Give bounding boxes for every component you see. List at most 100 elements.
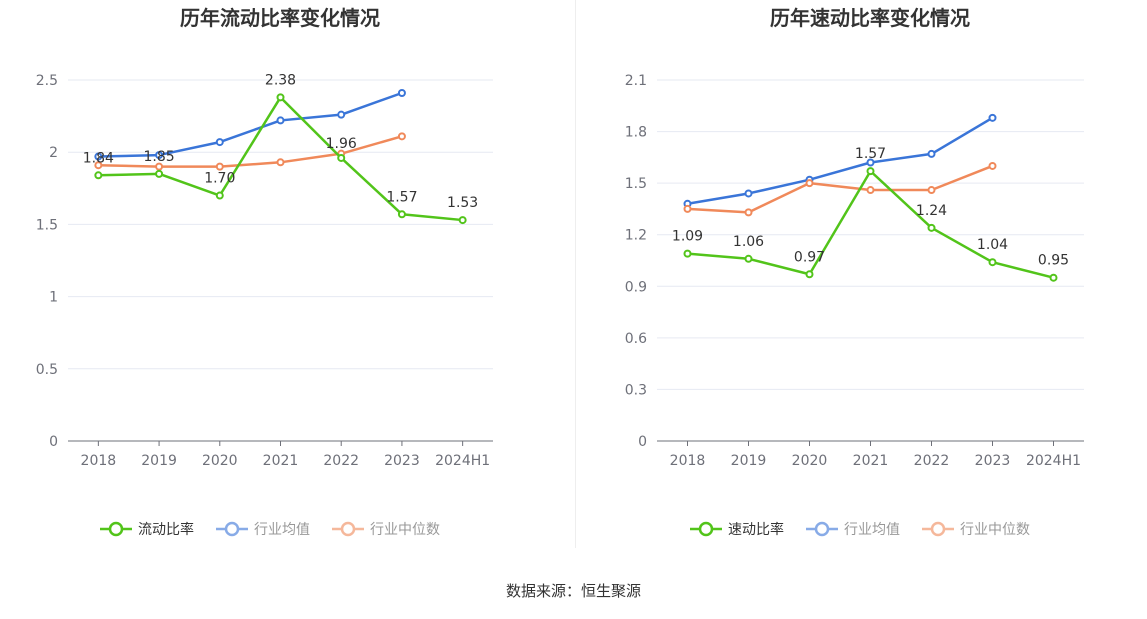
legend-label: 行业中位数 [960,522,1030,538]
chart-2: 历年速动比率变化情况 0 0.3 0.6 0.9 1.2 1.5 1.8 2.1 2018 2019… [625,6,1084,538]
data-point [744,189,753,198]
data-point [744,208,753,217]
data-point [397,132,406,141]
data-point [683,249,692,258]
data-point [1049,273,1058,282]
y-tick-label: 0 [49,434,58,450]
series-line-3 [687,164,993,214]
y-tick-label: 0.9 [625,279,647,295]
data-point [337,110,346,119]
data-point [988,258,997,267]
data-point [94,161,103,170]
data-point [276,116,285,125]
data-point [215,162,224,171]
y-tick-label: 1.5 [36,217,58,233]
y-tick-label: 1.8 [625,125,647,141]
legend-item-2: 行业均值 [806,521,900,538]
x-tick-label: 2019 [141,453,177,469]
series-line-2 [98,91,403,158]
legend-item-2: 行业均值 [216,521,310,538]
panel-divider [575,0,576,548]
data-label: 2.38 [265,72,296,88]
x-tick-label: 2021 [263,453,299,469]
x-tick-label: 2019 [731,453,767,469]
data-point [805,179,814,188]
legend-label: 行业均值 [844,522,900,538]
series-line-3 [98,135,403,168]
legend-label: 速动比率 [728,521,784,538]
y-tick-label: 1.2 [625,228,647,244]
legend-marker [340,521,356,537]
x-tick-label: 2022 [323,453,359,469]
data-point [94,152,103,161]
legend-marker [108,521,124,537]
x-tick-label: 2022 [914,453,950,469]
x-tick-label: 2018 [81,453,117,469]
data-point [927,223,936,232]
legend-label: 行业中位数 [370,522,440,538]
chart-title: 历年速动比率变化情况 [770,6,970,30]
x-tick-label: 2023 [384,453,420,469]
x-tick-label: 2020 [202,453,238,469]
x-tick-label: 2018 [670,453,706,469]
data-point [94,171,103,180]
data-label: 1.96 [326,136,357,152]
y-tick-label: 2.5 [36,73,58,89]
data-point [337,153,346,162]
legend-marker [930,521,946,537]
source-note: 数据来源：恒生聚源 [505,582,641,600]
data-label: 1.57 [855,146,886,162]
data-point [155,169,164,178]
data-point [866,186,875,195]
data-label: 1.85 [143,149,174,165]
data-point [215,191,224,200]
data-label: 0.97 [794,249,825,265]
legend-label: 流动比率 [138,521,194,538]
y-tick-label: 2.1 [625,73,647,89]
data-label: 1.09 [672,229,703,245]
legend-item-1: 速动比率 [690,521,784,538]
data-label: 1.57 [386,189,417,205]
x-tick-label: 2020 [792,453,828,469]
data-label: 1.84 [83,150,114,166]
x-tick-label: 2024H1 [1026,453,1081,469]
data-point [927,149,936,158]
y-tick-label: 1.5 [625,176,647,192]
data-point [215,138,224,147]
chart-1: 历年流动比率变化情况 0 0.5 1 1.5 2 2.5 2018 2019 2020 2021 20… [36,6,493,538]
legend-item-3: 行业中位数 [922,521,1030,538]
legend-marker [224,521,240,537]
data-point [155,162,164,171]
y-tick-label: 0.6 [625,331,647,347]
data-point [683,204,692,213]
legend-marker [814,521,830,537]
data-point [276,93,285,102]
data-point [927,186,936,195]
legend-label: 行业均值 [254,522,310,538]
legend-item-1: 流动比率 [100,521,194,538]
data-point [866,167,875,176]
data-label: 0.95 [1038,253,1069,269]
data-point [988,113,997,122]
data-point [397,210,406,219]
x-tick-label: 2023 [975,453,1011,469]
legend-item-3: 行业中位数 [332,521,440,538]
series-line-2 [687,116,994,206]
data-label: 1.06 [733,234,764,250]
data-point [744,254,753,263]
data-point [155,151,164,160]
data-label: 1.53 [447,195,478,211]
x-tick-label: 2024H1 [435,453,490,469]
chart-title: 历年流动比率变化情况 [180,6,380,30]
data-point [866,158,875,167]
legend-marker [698,521,714,537]
x-tick-label: 2021 [853,453,889,469]
data-point [805,270,814,279]
y-tick-label: 0.5 [36,362,58,378]
data-label: 1.04 [977,237,1008,253]
y-tick-label: 0 [638,434,647,450]
data-label: 1.24 [916,203,947,219]
data-label: 1.70 [204,171,235,187]
y-tick-label: 0.3 [625,382,647,398]
